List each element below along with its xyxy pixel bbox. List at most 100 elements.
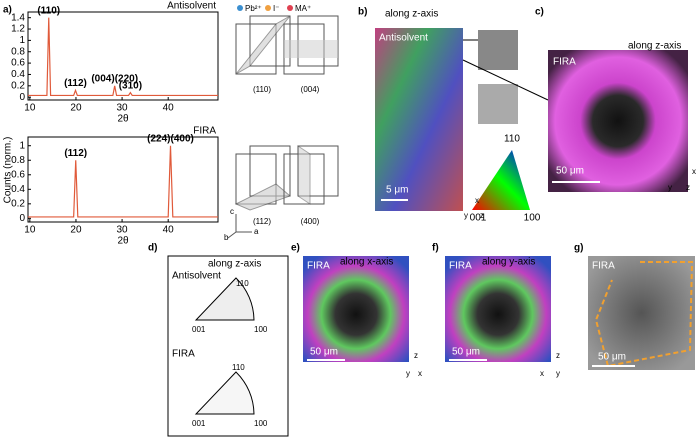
plane-label: (110): [253, 85, 271, 94]
peak-label: (004)(220): [91, 73, 138, 84]
ipf-label: 001: [470, 213, 487, 224]
crystal-structures: [227, 5, 339, 239]
sample-label: FIRA: [553, 57, 576, 68]
pole-figure: [194, 277, 255, 321]
axis-letter: y: [668, 183, 672, 192]
peak-label: (224)(400): [147, 133, 194, 144]
y-tick-label: 0.2: [11, 198, 25, 209]
y-tick-label: 1: [19, 140, 25, 151]
sample-label: FIRA: [449, 261, 472, 272]
chart-title: FIRA: [193, 126, 216, 137]
y-tick-label: 0.4: [11, 184, 25, 195]
axis-letter: z: [686, 183, 690, 192]
plane-label: (112): [253, 217, 271, 226]
ipf-label: 110: [236, 279, 249, 288]
view-label: along z-axis: [385, 9, 438, 20]
axis-letter: x: [418, 369, 422, 378]
scale-bar-label: 50 μm: [598, 352, 626, 363]
ipf-label: 001: [192, 419, 206, 428]
panel-label: c): [535, 7, 544, 18]
axis-letter: z: [556, 351, 560, 360]
sample-label: Antisolvent: [379, 33, 428, 44]
panel-label: b): [358, 7, 367, 18]
x-tick-label: 40: [163, 103, 175, 114]
chart-title: Antisolvent: [167, 1, 216, 12]
y-tick-label: 1.4: [11, 12, 25, 23]
panel-label: e): [291, 243, 300, 254]
y-tick-label: 0.6: [11, 169, 25, 180]
x-tick-label: 40: [163, 225, 175, 236]
x-tick-label: 10: [24, 103, 36, 114]
scale-bar-label: 50 μm: [556, 166, 584, 177]
panel-label: d): [148, 243, 157, 254]
y-tick-label: 1.2: [11, 24, 25, 35]
ebsd-map: [445, 256, 551, 362]
scale-bar-label: 50 μm: [452, 347, 480, 358]
scale-bar-label: 50 μm: [310, 347, 338, 358]
sem-image: [588, 256, 695, 370]
x-tick-label: 20: [70, 225, 82, 236]
plot-frame: [27, 136, 219, 223]
pole-figure: [194, 371, 255, 415]
axis-letter: z: [414, 351, 418, 360]
x-tick-label: 30: [117, 225, 129, 236]
peak-label: (112): [64, 78, 87, 89]
ipf-label: 001: [192, 325, 206, 334]
y-tick-label: 1: [19, 35, 25, 46]
view-label: along y-axis: [482, 257, 535, 268]
scale-bar-label: 5 μm: [386, 185, 408, 196]
view-label: along z-axis: [628, 41, 681, 52]
ipf-label: 100: [254, 325, 268, 334]
panel-label: a): [3, 5, 12, 16]
axis-letter: c: [230, 207, 234, 216]
y-tick-label: 0: [19, 92, 25, 103]
xrd-line: [28, 17, 218, 97]
axis-letter: b: [224, 233, 229, 242]
panel-label: f): [432, 243, 439, 254]
y-tick-label: 0.8: [11, 155, 25, 166]
peak-label: (310): [119, 80, 142, 91]
inset-image: [478, 30, 518, 70]
plane-label: (004): [301, 85, 320, 94]
sample-label: FIRA: [172, 349, 195, 360]
sample-label: Antisolvent: [172, 271, 221, 282]
y-tick-label: 0.4: [11, 69, 25, 80]
ipf-label: 110: [504, 134, 520, 145]
peak-label: (112): [64, 148, 87, 159]
legend-label: I⁻: [273, 4, 279, 13]
y-tick-label: 0.8: [11, 46, 25, 57]
y-tick-label: 0.2: [11, 80, 25, 91]
axis-letter: a: [254, 227, 259, 236]
axis-letter: x: [475, 196, 479, 205]
grain-outline: [594, 261, 694, 368]
sample-label: FIRA: [592, 261, 615, 272]
plane-label: (400): [301, 217, 320, 226]
peak-label: (110): [37, 5, 60, 16]
sample-label: FIRA: [307, 261, 330, 272]
axis-letter: y: [464, 211, 468, 220]
x-tick-label: 10: [24, 225, 36, 236]
ipf-label: 110: [232, 363, 245, 372]
ebsd-map: [303, 256, 409, 362]
xrd-line: [28, 145, 218, 218]
plot-frame: [27, 11, 219, 101]
y-axis-label: Counts (norm.): [3, 137, 14, 204]
axis-letter: y: [556, 369, 560, 378]
axis-letter: y: [406, 369, 410, 378]
y-tick-label: 0: [19, 213, 25, 224]
axis-letter: x: [692, 167, 696, 176]
x-tick-label: 20: [70, 103, 82, 114]
x-axis-label: 2θ: [117, 236, 129, 247]
ipf-triangle: [472, 150, 530, 210]
ebsd-map: [375, 28, 463, 211]
inset-image: [478, 84, 518, 124]
ipf-label: 100: [254, 419, 268, 428]
axis-letter: z: [480, 211, 484, 220]
panel-label: g): [574, 243, 583, 254]
y-tick-label: 0.6: [11, 58, 25, 69]
x-tick-label: 30: [117, 103, 129, 114]
ebsd-map: [548, 50, 688, 192]
legend-label: MA⁺: [295, 4, 311, 13]
